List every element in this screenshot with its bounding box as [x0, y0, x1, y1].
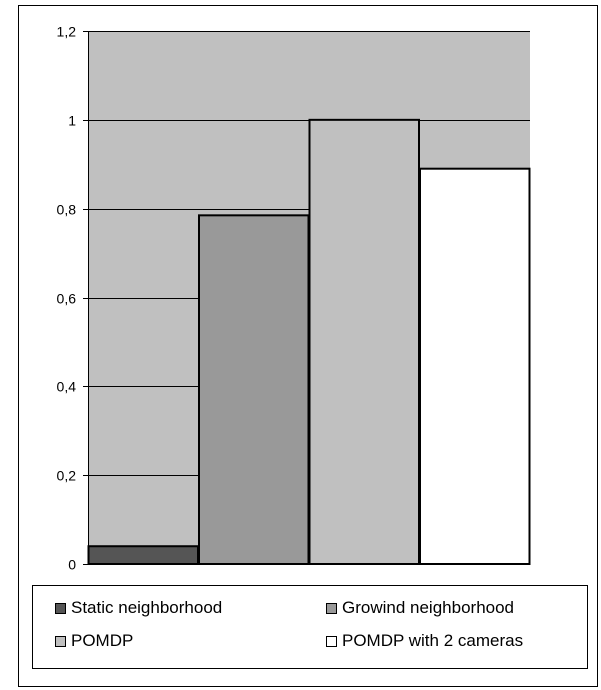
legend-swatch-growind — [326, 602, 337, 614]
legend: Static neighborhood Growind neighborhood… — [32, 585, 588, 669]
y-tick-label: 0,6 — [57, 291, 77, 307]
legend-label-growind: Growind neighborhood — [342, 598, 515, 617]
legend-swatch-pomdp-2-cameras — [326, 635, 337, 647]
y-tick-label: 0 — [68, 557, 76, 573]
legend-item-pomdp-2-cameras: POMDP with 2 cameras — [326, 631, 523, 651]
legend-swatch-pomdp — [55, 635, 66, 647]
legend-swatch-static — [55, 602, 66, 614]
bar-1 — [198, 214, 310, 565]
bar-2 — [308, 118, 420, 565]
legend-item-static: Static neighborhood — [55, 598, 222, 618]
y-tick-label: 1,2 — [57, 24, 77, 40]
y-tick-label: 0,4 — [57, 379, 77, 395]
y-tick-label: 0,8 — [57, 202, 77, 218]
legend-label-pomdp-2-cameras: POMDP with 2 cameras — [342, 631, 524, 650]
legend-label-static: Static neighborhood — [71, 598, 223, 617]
bar-0 — [87, 545, 199, 566]
legend-item-pomdp: POMDP — [55, 631, 133, 651]
bar-3 — [419, 167, 531, 565]
legend-label-pomdp: POMDP — [71, 631, 134, 650]
legend-item-growind: Growind neighborhood — [326, 598, 514, 618]
y-tick-label: 0,2 — [57, 468, 77, 484]
y-tick-label: 1 — [68, 113, 76, 129]
